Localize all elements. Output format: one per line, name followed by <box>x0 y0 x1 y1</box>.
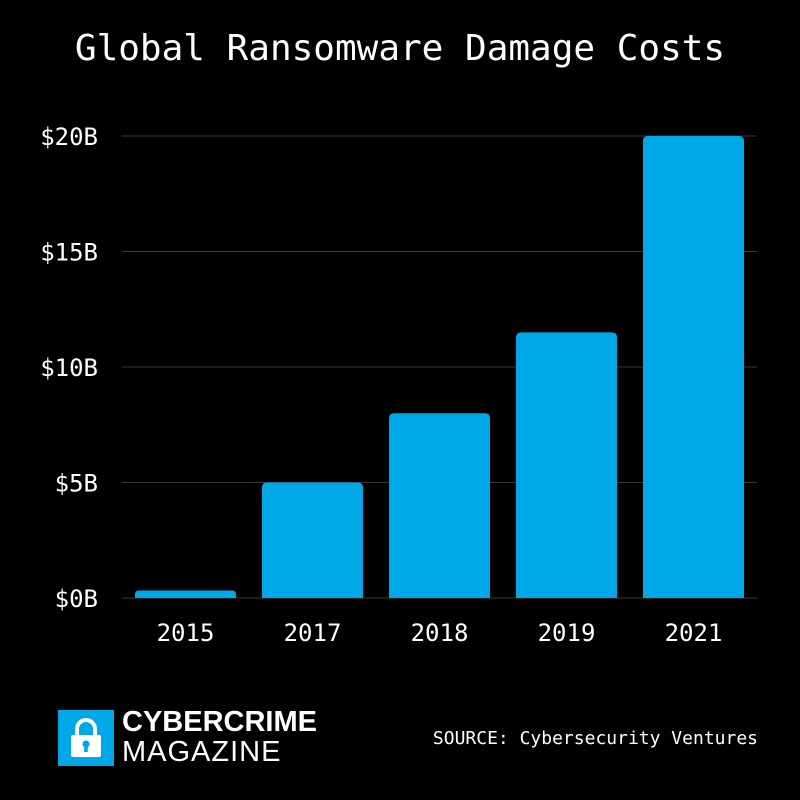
bar-2017 <box>262 482 363 598</box>
logo-line-1: CYBERCRIME <box>122 706 317 738</box>
source-credit: SOURCE: Cybersecurity Ventures <box>432 728 758 749</box>
bar-2021 <box>643 136 744 598</box>
y-tick-label: $10B <box>40 354 98 382</box>
y-tick-label: $20B <box>40 123 98 151</box>
x-tick-label: 2015 <box>157 619 215 647</box>
y-tick-label: $15B <box>40 239 98 267</box>
logo-line-2: MAGAZINE <box>122 736 282 768</box>
x-tick-label: 2019 <box>538 619 596 647</box>
bar-2019 <box>516 332 617 598</box>
bar-2018 <box>389 413 490 598</box>
x-tick-label: 2021 <box>665 619 723 647</box>
padlock-icon <box>58 709 114 766</box>
chart-title: Global Ransomware Damage Costs <box>74 28 726 69</box>
bar-2015 <box>135 590 236 598</box>
cybercrime-magazine-logo: CYBERCRIME MAGAZINE <box>58 708 317 767</box>
y-tick-label: $5B <box>55 470 98 498</box>
x-tick-label: 2018 <box>411 619 469 647</box>
x-tick-label: 2017 <box>284 619 342 647</box>
bar-chart: $0B $5B $10B $15B $20B 2015 2017 2018 2019 2021 <box>40 123 757 647</box>
y-tick-label: $0B <box>55 585 98 613</box>
